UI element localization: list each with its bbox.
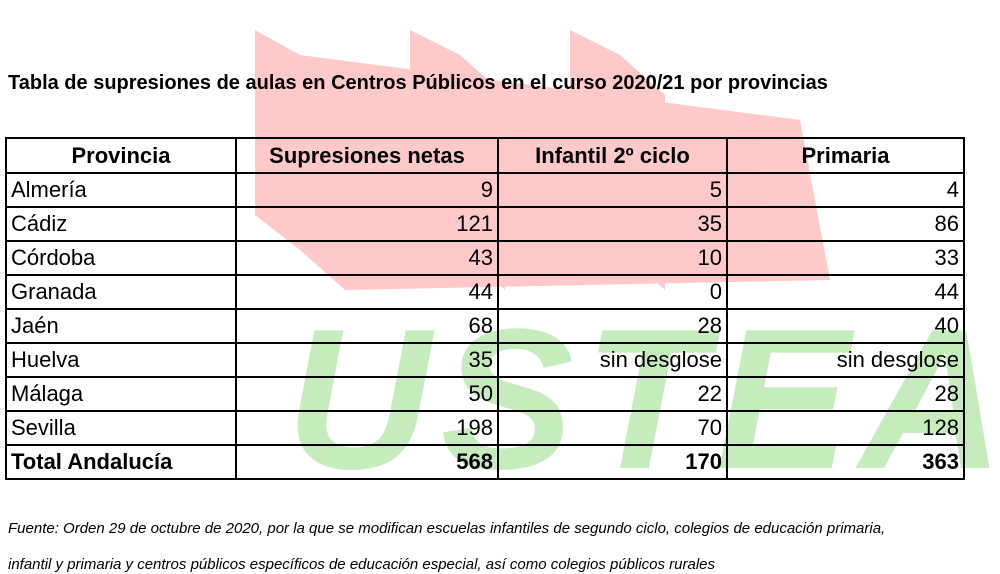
header-row: Provincia Supresiones netas Infantil 2º ci… [5,137,965,174]
cell: 22 [497,376,728,412]
cell: 68 [235,308,499,344]
footnote: Fuente: Orden 29 de octubre de 2020, por… [8,520,886,537]
cell: 198 [235,410,499,446]
cell: 9 [235,172,499,208]
header-cell: Primaria [726,137,965,174]
cell: 44 [235,274,499,310]
cell: 363 [726,444,965,480]
cell: Córdoba [5,240,237,276]
cell: 40 [726,308,965,344]
cell: 43 [235,240,499,276]
cell: 5 [497,172,728,208]
footnote: infantil y primaria y centros públicos e… [8,556,716,573]
table-row: Granada 44 0 44 [5,274,965,310]
cell: 568 [235,444,499,480]
cell: 170 [497,444,728,480]
table-row: Jaén 68 28 40 [5,308,965,344]
cell: Jaén [5,308,237,344]
cell: 70 [497,410,728,446]
cell: Huelva [5,342,237,378]
header-cell: Infantil 2º ciclo [497,137,728,174]
cell: Almería [5,172,237,208]
cell: 35 [497,206,728,242]
cell: Sevilla [5,410,237,446]
cell: Cádiz [5,206,237,242]
cell: 10 [497,240,728,276]
cell: Granada [5,274,237,310]
total-row: Total Andalucía 568 170 363 [5,444,965,480]
table: Provincia Supresiones netas Infantil 2º ci… [5,137,965,480]
header-cell: Provincia [5,137,237,174]
cell: 28 [726,376,965,412]
cell: 50 [235,376,499,412]
table-row: Córdoba 43 10 33 [5,240,965,276]
table-row: Cádiz 121 35 86 [5,206,965,242]
cell: 121 [235,206,499,242]
title: Tabla de supresiones de aulas en Centros… [8,72,828,94]
cell: 128 [726,410,965,446]
cell: Total Andalucía [5,444,237,480]
header-cell: Supresiones netas [235,137,499,174]
cell: 4 [726,172,965,208]
cell: 0 [497,274,728,310]
table-row: Málaga 50 22 28 [5,376,965,412]
cell: 28 [497,308,728,344]
cell: 33 [726,240,965,276]
cell: 86 [726,206,965,242]
cell: 35 [235,342,499,378]
table-row: Almería 9 5 4 [5,172,965,208]
cell: Málaga [5,376,237,412]
cell: 44 [726,274,965,310]
table-row: Huelva 35 sin desglose sin desglose [5,342,965,378]
cell: sin desglose [497,342,728,378]
table-row: Sevilla 198 70 128 [5,410,965,446]
cell: sin desglose [726,342,965,378]
